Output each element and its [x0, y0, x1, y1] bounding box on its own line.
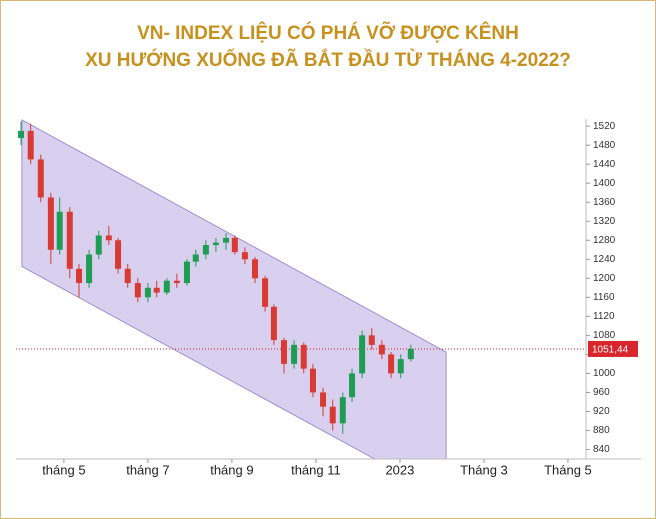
trend-channel — [21, 119, 447, 459]
candle-body — [407, 348, 414, 360]
candle-body — [144, 287, 151, 298]
y-tick-label: 1080 — [593, 330, 616, 341]
x-tick-label: tháng 5 — [42, 462, 85, 477]
candle-body — [339, 397, 346, 424]
candle-body — [115, 240, 122, 269]
last-price-tag — [588, 340, 638, 357]
candle-body — [202, 245, 209, 255]
x-tick-label: Tháng 3 — [460, 462, 508, 477]
candle-body — [241, 252, 248, 260]
candle-body — [95, 235, 102, 255]
candle-body — [280, 340, 287, 364]
x-tick-label: tháng 7 — [126, 462, 169, 477]
y-tick-label: 880 — [593, 425, 610, 436]
candle-body — [124, 268, 131, 284]
candle-body — [359, 335, 366, 374]
y-tick-label: 1440 — [593, 159, 616, 170]
chart-title: VN- INDEX LIỆU CÓ PHÁ VỠ ĐƯỢC KÊNH — [137, 22, 519, 44]
candle-body — [329, 406, 336, 424]
candle-body — [378, 344, 385, 355]
candle-body — [252, 259, 259, 279]
candle-body — [163, 280, 170, 293]
candle-body — [56, 211, 63, 250]
candle-body — [134, 283, 141, 298]
candle-body — [300, 344, 307, 369]
candle-body — [76, 268, 83, 284]
y-tick-label: 1280 — [593, 235, 616, 246]
y-tick-label: 1320 — [593, 216, 616, 227]
candle-body — [291, 344, 298, 364]
x-tick-label: tháng 9 — [210, 462, 253, 477]
chart-title: XU HƯỚNG XUỐNG ĐÃ BẮT ĐẦU TỪ THÁNG 4-202… — [85, 49, 571, 71]
candle-body — [105, 235, 112, 241]
x-tick-label: Tháng 5 — [544, 462, 592, 477]
candle-body — [18, 130, 25, 139]
y-tick-label: 1200 — [593, 273, 616, 284]
y-tick-label: 1520 — [593, 121, 616, 132]
candle-body — [86, 254, 93, 284]
candle-body — [231, 237, 238, 253]
y-tick-label: 1400 — [593, 178, 616, 189]
y-tick-label: 920 — [593, 406, 610, 417]
candle-body — [47, 197, 54, 250]
candle-body — [212, 242, 219, 246]
candle-body — [397, 359, 404, 374]
candle-body — [192, 254, 199, 262]
x-tick-label: tháng 11 — [291, 462, 341, 477]
candle-body — [173, 280, 180, 284]
candle-body — [388, 354, 395, 374]
candle-body — [153, 287, 160, 293]
y-tick-label: 840 — [593, 444, 610, 455]
candle-body — [183, 261, 190, 284]
x-tick-label: 2023 — [385, 462, 414, 477]
candle-body — [309, 368, 316, 393]
candle-body — [223, 237, 230, 243]
candle-body — [368, 335, 375, 345]
candle-body — [27, 130, 34, 160]
y-tick-label: 1120 — [593, 311, 615, 322]
y-tick-label: 1000 — [593, 368, 616, 379]
y-tick-label: 1480 — [593, 140, 616, 151]
y-tick-label: 1360 — [593, 197, 616, 208]
candle-body — [270, 306, 277, 341]
y-tick-label: 1160 — [593, 292, 615, 303]
candle-body — [37, 159, 44, 198]
candle-body — [262, 278, 269, 307]
candle-body — [320, 392, 327, 407]
y-tick-label: 960 — [593, 387, 610, 398]
y-tick-label: 1240 — [593, 254, 616, 265]
candle-body — [349, 373, 356, 398]
last-price-label: 1051,44 — [592, 345, 629, 356]
candle-body — [66, 211, 73, 269]
